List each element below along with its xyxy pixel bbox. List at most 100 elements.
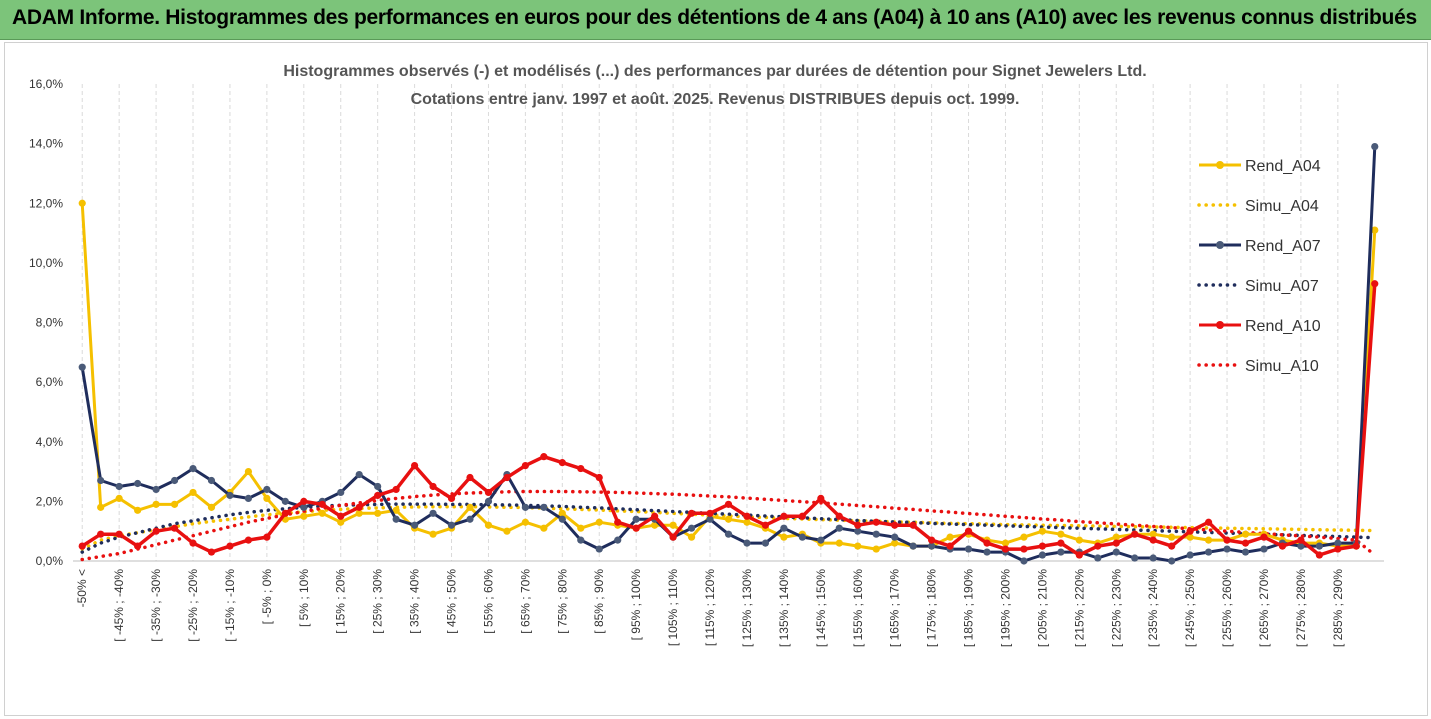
x-tick-label: [ 75% ; 80% bbox=[555, 569, 569, 634]
x-tick-label: [ 135% ; 140% bbox=[777, 569, 791, 647]
data-point-rend-a04 bbox=[540, 524, 548, 532]
x-tick-label: [ 35% ; 40% bbox=[408, 569, 422, 634]
data-point-rend-a10 bbox=[447, 494, 456, 502]
data-point-rend-a07 bbox=[226, 491, 234, 500]
data-point-rend-a10 bbox=[337, 512, 345, 520]
data-point-rend-a07 bbox=[1371, 143, 1379, 151]
x-tick-label: [ 5% ; 10% bbox=[297, 569, 311, 627]
data-point-rend-a10 bbox=[632, 524, 640, 532]
data-point-rend-a10 bbox=[281, 509, 289, 517]
data-point-rend-a07 bbox=[595, 545, 603, 553]
data-point-rend-a10 bbox=[78, 542, 86, 550]
x-tick-label: [ 195% ; 200% bbox=[998, 569, 1012, 647]
data-point-rend-a07 bbox=[1260, 545, 1268, 553]
data-point-rend-a07 bbox=[577, 536, 585, 544]
data-point-rend-a10 bbox=[521, 462, 529, 470]
data-point-rend-a07 bbox=[189, 464, 197, 473]
x-tick-label: [ 245% ; 250% bbox=[1183, 569, 1197, 647]
data-point-rend-a10 bbox=[558, 459, 566, 467]
data-point-rend-a04 bbox=[503, 527, 511, 535]
data-point-rend-a10 bbox=[429, 482, 437, 491]
data-point-rend-a10 bbox=[410, 462, 419, 470]
data-point-rend-a07 bbox=[355, 470, 363, 479]
data-point-rend-a04 bbox=[466, 503, 474, 511]
data-point-rend-a07 bbox=[300, 503, 308, 511]
data-point-rend-a07 bbox=[1057, 548, 1065, 556]
x-tick-label: [ 65% ; 70% bbox=[518, 569, 532, 634]
data-point-rend-a04 bbox=[891, 539, 899, 547]
data-point-rend-a07 bbox=[1131, 554, 1139, 562]
data-point-rend-a04 bbox=[337, 518, 345, 526]
data-point-rend-a07 bbox=[1149, 554, 1157, 562]
x-tick-label: [ 95% ; 100% bbox=[629, 569, 643, 641]
data-point-rend-a10 bbox=[1223, 536, 1231, 544]
data-point-rend-a10 bbox=[1278, 542, 1287, 550]
data-point-rend-a10 bbox=[300, 497, 308, 505]
y-tick-label: 6,0% bbox=[36, 375, 64, 389]
data-point-rend-a04 bbox=[1149, 530, 1157, 538]
data-point-rend-a04 bbox=[1186, 533, 1194, 541]
data-point-rend-a04 bbox=[1001, 539, 1010, 547]
data-point-rend-a07 bbox=[1112, 548, 1120, 556]
data-point-rend-a04 bbox=[300, 512, 308, 520]
data-point-rend-a10 bbox=[983, 539, 991, 547]
data-point-rend-a10 bbox=[1020, 545, 1028, 553]
data-point-rend-a07 bbox=[872, 530, 880, 538]
data-point-rend-a07 bbox=[614, 536, 622, 544]
data-point-rend-a07 bbox=[374, 482, 382, 491]
legend-marker-rend-a10 bbox=[1216, 321, 1224, 329]
x-tick-label: [ 45% ; 50% bbox=[445, 569, 459, 634]
data-point-rend-a04 bbox=[374, 509, 382, 517]
data-point-rend-a07 bbox=[263, 485, 271, 494]
chart-subtitle: Cotations entre janv. 1997 et août. 2025… bbox=[411, 91, 1020, 108]
data-point-rend-a10 bbox=[1186, 527, 1194, 535]
data-point-rend-a04 bbox=[946, 533, 954, 541]
data-point-rend-a07 bbox=[521, 503, 529, 511]
x-tick-label: [ 255% ; 260% bbox=[1220, 569, 1234, 647]
legend-marker-rend-a07 bbox=[1216, 241, 1224, 249]
data-point-rend-a10 bbox=[318, 500, 326, 508]
data-point-rend-a10 bbox=[891, 521, 899, 529]
data-point-rend-a04 bbox=[743, 518, 751, 526]
data-point-rend-a07 bbox=[1315, 542, 1323, 550]
data-point-rend-a04 bbox=[189, 488, 197, 497]
data-point-rend-a04 bbox=[1057, 530, 1065, 538]
data-point-rend-a07 bbox=[1334, 539, 1342, 547]
data-point-rend-a07 bbox=[484, 497, 493, 505]
y-tick-label: 12,0% bbox=[29, 196, 63, 210]
x-tick-label: [ 205% ; 210% bbox=[1035, 569, 1049, 647]
x-tick-label: [ 215% ; 220% bbox=[1072, 569, 1086, 647]
data-point-rend-a10 bbox=[244, 536, 253, 544]
data-point-rend-a10 bbox=[835, 512, 843, 520]
data-point-rend-a10 bbox=[134, 542, 142, 550]
data-point-rend-a07 bbox=[1094, 554, 1102, 562]
data-point-rend-a10 bbox=[263, 533, 271, 541]
data-point-rend-a10 bbox=[170, 524, 179, 532]
data-point-rend-a10 bbox=[392, 485, 400, 494]
data-point-rend-a04 bbox=[577, 524, 585, 532]
data-point-rend-a10 bbox=[1204, 518, 1213, 526]
data-point-rend-a04 bbox=[484, 521, 493, 529]
data-point-rend-a10 bbox=[1149, 536, 1157, 544]
data-point-rend-a07 bbox=[743, 539, 751, 547]
data-point-rend-a07 bbox=[687, 524, 696, 532]
data-point-rend-a04 bbox=[207, 503, 216, 511]
x-tick-label: [ 225% ; 230% bbox=[1109, 569, 1123, 647]
data-point-rend-a10 bbox=[1094, 542, 1102, 550]
data-point-rend-a10 bbox=[1075, 551, 1083, 559]
legend-label-simu-a04: Simu_A04 bbox=[1245, 198, 1319, 215]
data-point-rend-a04 bbox=[687, 533, 696, 541]
data-point-rend-a10 bbox=[928, 536, 936, 544]
data-point-rend-a10 bbox=[964, 527, 973, 535]
x-tick-label: [ -25% ; -20% bbox=[186, 569, 200, 642]
x-tick-label: [ 265% ; 270% bbox=[1257, 569, 1271, 647]
series-line-simu-a10 bbox=[80, 489, 1377, 562]
data-point-rend-a10 bbox=[226, 542, 234, 550]
gridlines bbox=[81, 84, 1339, 561]
x-tick-label: [ 15% ; 20% bbox=[334, 569, 348, 634]
chart-title: Histogrammes observés (-) et modélisés (… bbox=[283, 63, 1146, 80]
data-point-rend-a10 bbox=[1352, 542, 1360, 550]
y-tick-label: 16,0% bbox=[29, 77, 63, 91]
data-point-rend-a04 bbox=[835, 539, 843, 547]
data-point-rend-a04 bbox=[1371, 226, 1379, 234]
